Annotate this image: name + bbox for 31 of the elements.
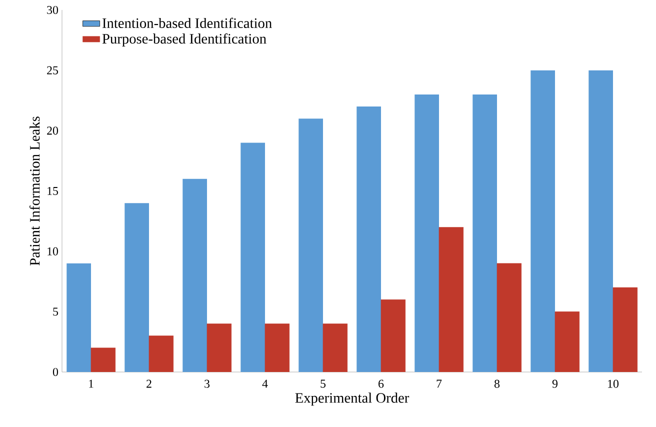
x-tick-label: 4 — [262, 380, 268, 388]
bar — [66, 263, 92, 372]
bar — [182, 178, 208, 372]
y-tick-label: 20 — [47, 126, 58, 135]
y-tick-label: 15 — [48, 186, 58, 195]
y-tick-label: 30 — [47, 6, 58, 14]
x-axis-title: Experimental Order — [295, 392, 410, 406]
x-tick-label: 9 — [552, 380, 558, 388]
x-tick-label: 5 — [320, 380, 326, 388]
bar — [530, 70, 556, 372]
x-tick-label: 6 — [378, 380, 384, 388]
y-tick-label: 10 — [48, 247, 58, 256]
x-tick-label: 1 — [89, 380, 94, 388]
y-tick-label: 0 — [52, 368, 58, 376]
bar — [240, 142, 266, 372]
bar — [124, 203, 150, 372]
legend-label: Purpose-based Identification — [102, 33, 266, 47]
y-tick-label: 25 — [47, 66, 58, 74]
y-tick-label: 5 — [53, 308, 58, 316]
legend-label: Intention-based Identification — [102, 18, 272, 28]
bar — [588, 70, 614, 372]
x-tick-label: 10 — [608, 380, 619, 388]
x-tick-label: 3 — [204, 380, 210, 388]
x-tick-label: 2 — [146, 380, 152, 388]
bar — [414, 94, 440, 372]
bar — [472, 94, 498, 372]
x-tick-label: 8 — [494, 380, 500, 388]
bar — [298, 118, 324, 372]
y-axis-title: Patient Information Leaks — [29, 116, 40, 266]
x-tick-label: 7 — [436, 380, 442, 388]
bar — [356, 106, 382, 372]
